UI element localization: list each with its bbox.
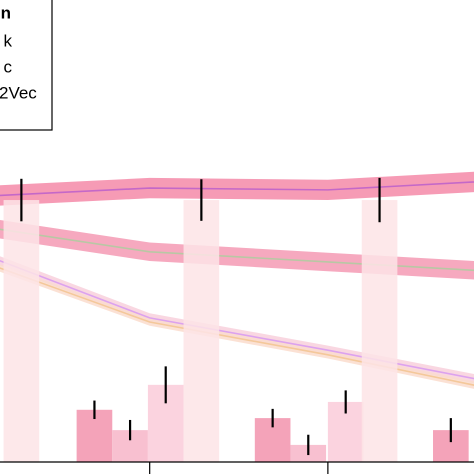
bar bbox=[3, 200, 40, 462]
legend-label: 2Vec bbox=[0, 83, 37, 102]
legend-title: n bbox=[1, 3, 11, 22]
line bbox=[0, 267, 474, 386]
error-band bbox=[0, 256, 474, 384]
error-band bbox=[0, 264, 474, 389]
legend-label: c bbox=[4, 57, 13, 76]
error-band bbox=[0, 220, 474, 280]
plot-area bbox=[0, 171, 474, 462]
legend-box bbox=[0, 0, 53, 131]
line bbox=[0, 259, 474, 380]
line bbox=[0, 181, 474, 197]
bar bbox=[361, 200, 398, 462]
bar bbox=[183, 200, 220, 462]
legend: kc 2Vec bbox=[0, 31, 37, 102]
legend-label: k bbox=[4, 31, 13, 50]
line bbox=[0, 228, 474, 272]
